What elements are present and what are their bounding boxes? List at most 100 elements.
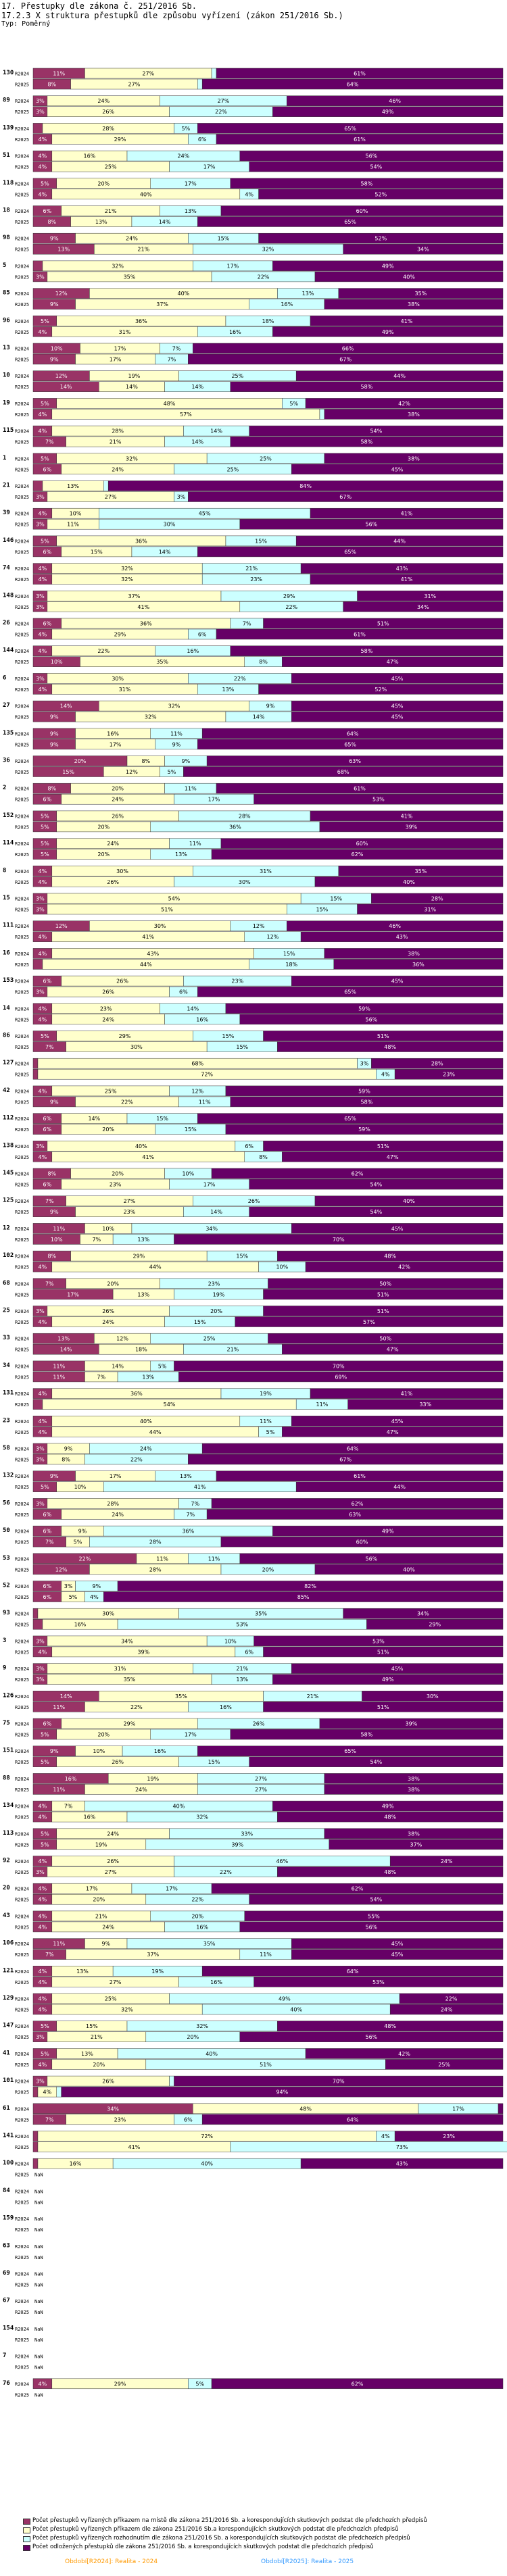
bar-value-label: 32% [112, 263, 124, 269]
row-period-label: R2025 [15, 1870, 29, 1875]
bar-value-label: 15% [62, 769, 74, 775]
group-id-label: 76 [3, 2380, 10, 2387]
bar-value-label: 34% [417, 247, 429, 253]
bar-segment-s1 [32, 123, 43, 134]
row-period-label: R2024 [15, 512, 29, 517]
group-id-label: 9 [3, 1665, 6, 1672]
bar-segment-s4 [291, 711, 504, 722]
group-id-label: 41 [3, 2050, 10, 2056]
bar-value-label: 15% [91, 549, 103, 555]
legend-item-1: Počet přestupků vyřízených příkazem na m… [23, 2517, 504, 2525]
bar-value-label: 41% [194, 1484, 206, 1490]
bar-value-label: 7% [45, 1044, 54, 1050]
bar-value-label: 6% [198, 137, 207, 143]
bar-segment-s4 [263, 618, 504, 629]
bar-value-label: 18% [135, 1347, 147, 1353]
bar-value-label: 8% [47, 82, 56, 88]
bar-value-label: 40% [201, 2161, 213, 2167]
bar-value-label: 8% [47, 219, 56, 225]
bar-value-label: 60% [356, 841, 368, 847]
row-period-label: R2024 [15, 2299, 29, 2304]
group-id-label: 12 [3, 1224, 10, 1231]
bar-segment-s4 [277, 1041, 504, 1052]
group-id-label: 148 [3, 592, 14, 599]
bar-value-label: 64% [347, 730, 359, 737]
bar-value-label: 43% [147, 951, 159, 957]
bar-value-label: 4% [39, 1319, 47, 1325]
bar-value-label: 3% [36, 2079, 45, 2085]
bar-value-label: 20% [102, 1126, 114, 1133]
row-period-label: R2025 [15, 742, 29, 747]
group-id-label: 101 [3, 2077, 14, 2084]
bar-value-label: 4% [39, 868, 47, 874]
bar-value-label: 32% [145, 714, 157, 720]
group-id-label: 7 [3, 2352, 6, 2359]
bar-value-label: 14% [60, 1347, 72, 1353]
bar-segment-s4 [343, 1608, 504, 1619]
bar-value-label: 6% [198, 632, 207, 638]
bar-segment-s4 [272, 106, 504, 117]
bar-value-label: 60% [356, 208, 368, 214]
bar-value-label: 46% [276, 1858, 288, 1864]
bar-value-label: 36% [135, 538, 147, 544]
row-period-label: R2025 [15, 165, 29, 170]
group-id-label: 106 [3, 1940, 14, 1947]
bar-value-label: 19% [260, 1391, 272, 1397]
group-id-label: 36 [3, 758, 10, 764]
bar-value-label: 21% [236, 1666, 248, 1672]
bar-value-label: 44% [149, 1264, 162, 1270]
group-id-label: 111 [3, 922, 14, 929]
bar-value-label: 27% [128, 82, 141, 88]
bar-value-label: 11% [67, 522, 79, 528]
bar-value-label: 26% [112, 1759, 124, 1765]
bar-value-label: 18% [285, 962, 297, 968]
bar-value-label: 4% [39, 1858, 47, 1864]
row-period-label: R2025 [15, 1760, 29, 1765]
bar-value-label: 17% [226, 263, 239, 269]
row-period-label: R2025 [15, 1540, 29, 1545]
bar-value-label: 13% [142, 1374, 154, 1380]
bar-value-label: 73% [396, 2144, 408, 2150]
bar-segment-s4 [366, 1618, 504, 1630]
bar-value-label: 14% [88, 1116, 100, 1122]
bar-value-label: 13% [185, 208, 197, 214]
bar-value-label: 5% [41, 455, 49, 462]
bar-value-label: 4% [39, 1429, 47, 1435]
bar-value-label: 5% [41, 841, 49, 847]
bar-segment-s4 [263, 1306, 504, 1316]
bar-value-label: 20% [112, 1171, 124, 1177]
bar-segment-s3 [197, 78, 203, 90]
bar-value-label: 46% [389, 923, 401, 929]
bar-value-label: 61% [354, 1473, 366, 1479]
bar-value-label: 6% [43, 1126, 51, 1133]
bar-value-label: 28% [107, 1501, 119, 1507]
bar-value-label: 70% [333, 1363, 345, 1369]
row-period-label: R2024 [15, 2327, 29, 2332]
group-id-label: 134 [3, 1802, 14, 1809]
bar-segment-s4 [310, 1388, 504, 1399]
bar-value-label: 25% [438, 2062, 450, 2068]
bar-value-label: 23% [231, 979, 243, 985]
bar-value-label: 4% [39, 1968, 47, 1975]
row-period-label: R2024 [15, 2024, 29, 2029]
row-period-label: R2024 [15, 1364, 29, 1369]
bar-value-label: 14% [191, 439, 203, 445]
bar-value-label: 13% [57, 247, 70, 253]
bar-value-label: 42% [398, 401, 410, 407]
row-period-label: R2024 [15, 126, 29, 132]
bar-value-label: 17% [86, 1886, 98, 1892]
row-period-label: R2025 [15, 1815, 29, 1820]
bar-value-label: 45% [391, 1666, 404, 1672]
bar-value-label: 85% [297, 1594, 310, 1600]
bar-value-label: 45% [391, 1941, 404, 1947]
bar-value-label: 39% [137, 1649, 149, 1655]
row-period-label: R2024 [15, 1694, 29, 1700]
bar-segment-s4 [314, 1195, 504, 1206]
bar-segment-s4 [357, 591, 504, 601]
stacked-bar-chart: 130 R2024 11% 27% 61%R2025 8% 27% 64%89 R2024 3% 2… [3, 68, 507, 2398]
bar-value-label: 15% [316, 907, 329, 913]
row-period-label: R2025 [15, 1210, 29, 1215]
bar-value-label: 5% [74, 1539, 82, 1545]
group-id-label: 52 [3, 1583, 10, 1589]
bar-segment-s4 [324, 948, 504, 959]
